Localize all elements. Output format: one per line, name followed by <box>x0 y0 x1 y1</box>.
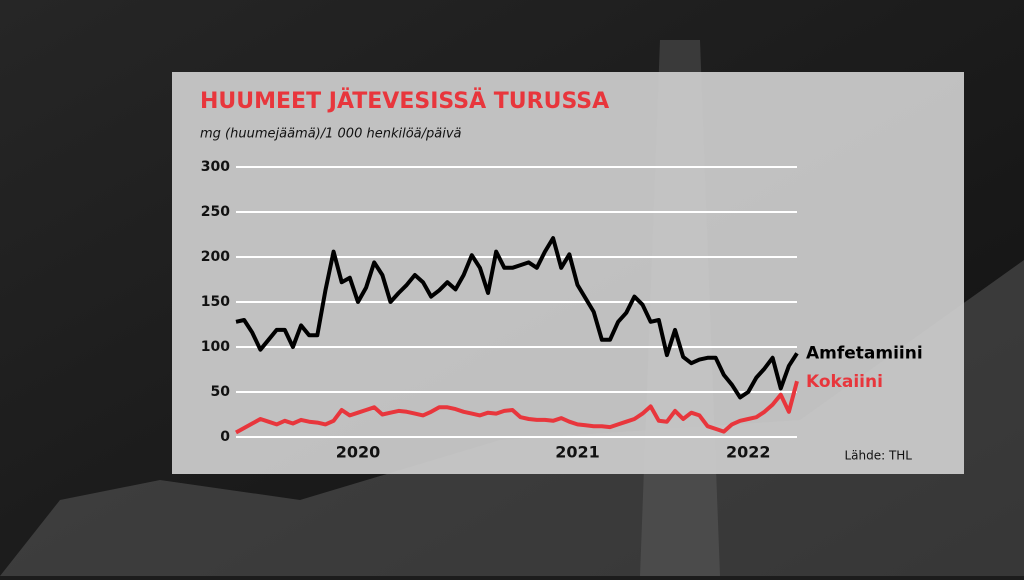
trees-silhouette <box>0 260 1024 576</box>
chart-subtitle: mg (huumejäämä)/1 000 henkilöä/päivä <box>200 127 462 142</box>
x-tick-label: 2022 <box>726 443 771 462</box>
chart-title: HUUMEET JÄTEVESISSÄ TURUSSA <box>200 88 609 114</box>
series-label: Amfetamiini <box>806 343 923 363</box>
y-tick-label: 150 <box>201 294 230 310</box>
x-tick-label: 2020 <box>336 443 381 462</box>
source: Lähde: THL <box>844 449 912 463</box>
series-label: Kokaiini <box>806 372 883 392</box>
y-tick-label: 250 <box>201 204 230 220</box>
x-tick-label: 2021 <box>555 443 600 462</box>
y-tick-label: 300 <box>201 159 230 175</box>
y-tick-label: 0 <box>220 429 230 445</box>
y-tick-label: 100 <box>201 339 230 355</box>
y-tick-label: 50 <box>211 384 231 400</box>
series-line <box>235 380 799 435</box>
y-tick-label: 200 <box>201 249 230 265</box>
series-line <box>235 236 799 400</box>
chart-panel <box>172 72 964 474</box>
